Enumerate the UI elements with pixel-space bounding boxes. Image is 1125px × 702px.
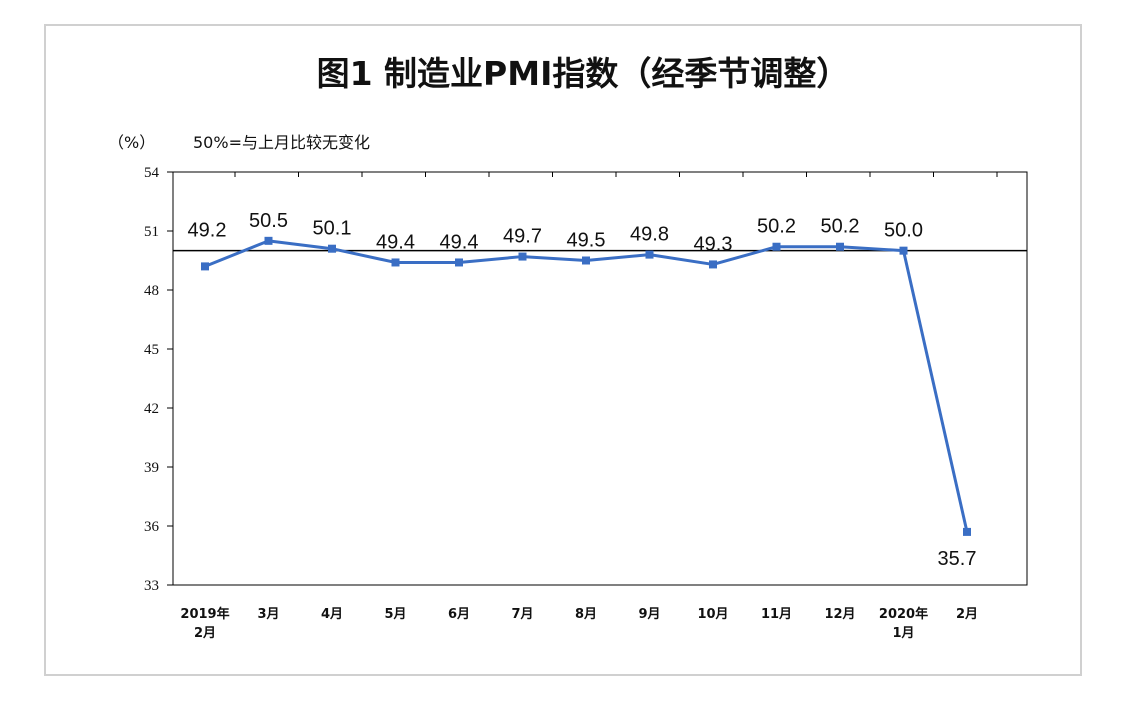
y-axis-unit: （%） [108, 133, 155, 152]
reference-line-note: 50%=与上月比较无变化 [193, 133, 370, 152]
data-label: 50.2 [757, 216, 796, 238]
x-tick-label: 11月 [761, 607, 792, 622]
x-tick-label: 2020年 [879, 606, 928, 622]
x-tick-label: 10月 [697, 607, 728, 622]
data-point [582, 256, 590, 265]
chart-frame [44, 24, 1082, 676]
x-tick-label: 7月 [511, 607, 533, 622]
x-tick-label: 4月 [321, 607, 343, 622]
data-label: 49.5 [567, 230, 606, 252]
data-point [963, 527, 971, 536]
x-tick-label: 2月 [194, 626, 216, 641]
y-tick-label: 45 [144, 342, 159, 358]
data-point [455, 258, 463, 267]
data-label: 50.1 [313, 218, 352, 240]
data-label: 50.2 [821, 216, 860, 238]
data-label: 49.7 [503, 226, 542, 248]
data-label: 35.7 [938, 548, 977, 570]
data-label: 49.2 [188, 219, 227, 241]
x-axis: 2019年 2月 3月 4月 5月 6月 7月 8月 9月 10月 11月 12月 2020年 1月 2月 [180, 172, 998, 641]
x-tick-label: 5月 [384, 607, 406, 622]
data-point [836, 242, 844, 251]
y-tick-label: 36 [144, 519, 160, 535]
x-tick-label: 1月 [892, 626, 914, 641]
y-tick-label: 33 [144, 578, 159, 594]
y-tick-label: 48 [144, 283, 159, 299]
data-point [899, 246, 908, 255]
data-label: 49.3 [694, 233, 733, 255]
x-tick-label: 9月 [638, 607, 660, 622]
data-point [709, 260, 717, 269]
plot-area [172, 171, 1028, 586]
x-tick-label: 3月 [257, 607, 279, 622]
data-label: 49.4 [440, 231, 479, 253]
series-line [204, 239, 969, 533]
data-point [264, 236, 273, 245]
data-label: 50.5 [249, 210, 288, 232]
data-points [201, 236, 971, 536]
data-point [201, 262, 209, 271]
data-point [645, 250, 654, 259]
chart-title: 图1 制造业PMI指数（经季节调整） [317, 54, 850, 93]
y-tick-label: 42 [144, 401, 159, 417]
data-label: 50.0 [884, 220, 923, 242]
data-label: 49.4 [376, 231, 415, 253]
y-tick-label: 51 [144, 224, 159, 240]
data-point [518, 252, 527, 261]
data-point [391, 258, 400, 267]
data-labels: 49.2 50.5 50.1 49.4 49.4 49.7 49.5 49.8 49.3 50.2… [188, 210, 977, 570]
x-tick-label: 2月 [956, 607, 978, 622]
y-tick-label: 39 [144, 460, 159, 476]
data-label: 49.8 [630, 224, 669, 246]
y-axis: 54 51 48 45 42 39 36 33 [144, 165, 173, 594]
data-point [328, 244, 336, 253]
y-tick-label: 54 [144, 165, 160, 181]
data-point [772, 242, 781, 251]
x-tick-label: 8月 [575, 607, 597, 622]
x-tick-label: 2019年 [180, 606, 229, 622]
x-tick-label: 6月 [448, 607, 470, 622]
x-tick-label: 12月 [824, 607, 855, 622]
